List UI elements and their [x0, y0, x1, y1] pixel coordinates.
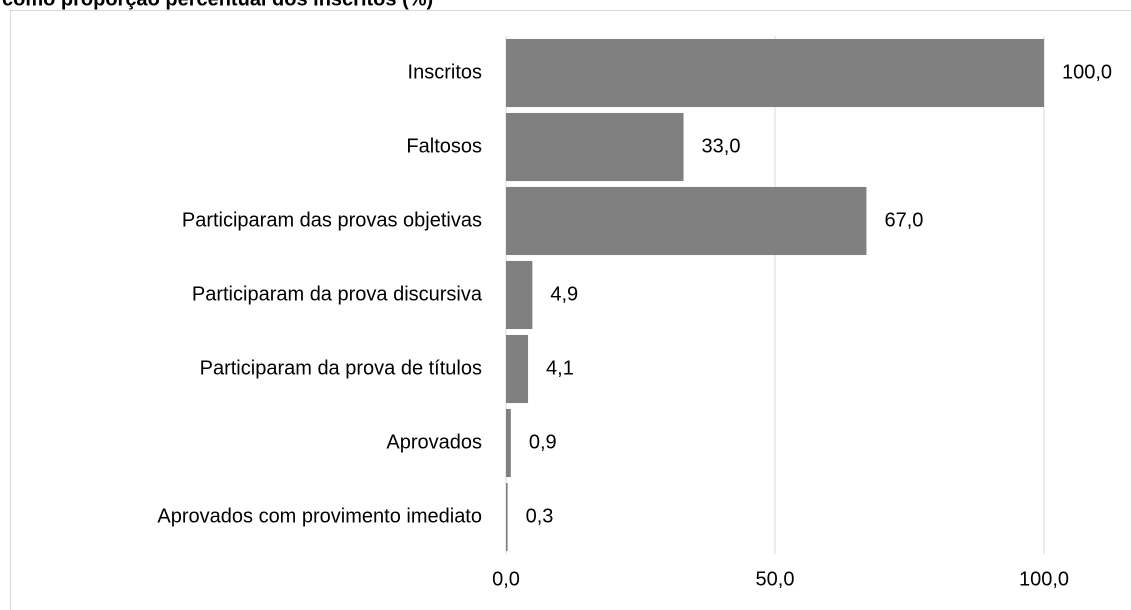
data-label: 67,0	[884, 209, 923, 231]
y-tick-label: Aprovados	[386, 431, 482, 453]
data-label: 4,9	[550, 283, 578, 305]
chart-border	[10, 10, 1131, 610]
bar	[506, 38, 1044, 108]
bar	[506, 408, 511, 478]
data-label: 33,0	[702, 135, 741, 157]
y-tick-label: Participaram das provas objetivas	[182, 209, 482, 231]
data-label: 100,0	[1062, 61, 1112, 83]
data-label: 0,9	[529, 431, 557, 453]
y-tick-label: Participaram da prova de títulos	[200, 357, 482, 379]
bar	[506, 260, 533, 330]
x-tick-label: 50,0	[756, 568, 795, 590]
x-tick-label: 0,0	[492, 568, 520, 590]
bar	[506, 334, 529, 404]
data-label: 4,1	[546, 357, 574, 379]
bar	[506, 112, 684, 182]
y-tick-label: Faltosos	[406, 135, 482, 157]
bar	[506, 482, 508, 552]
y-tick-label: Participaram da prova discursiva	[192, 283, 483, 305]
x-tick-label: 100,0	[1019, 568, 1069, 590]
y-tick-label: Aprovados com provimento imediato	[157, 505, 482, 527]
chart-title: como proporção percentual dos inscritos …	[2, 0, 433, 10]
y-tick-label: Inscritos	[408, 61, 482, 83]
bar	[506, 186, 867, 256]
data-label: 0,3	[526, 505, 554, 527]
